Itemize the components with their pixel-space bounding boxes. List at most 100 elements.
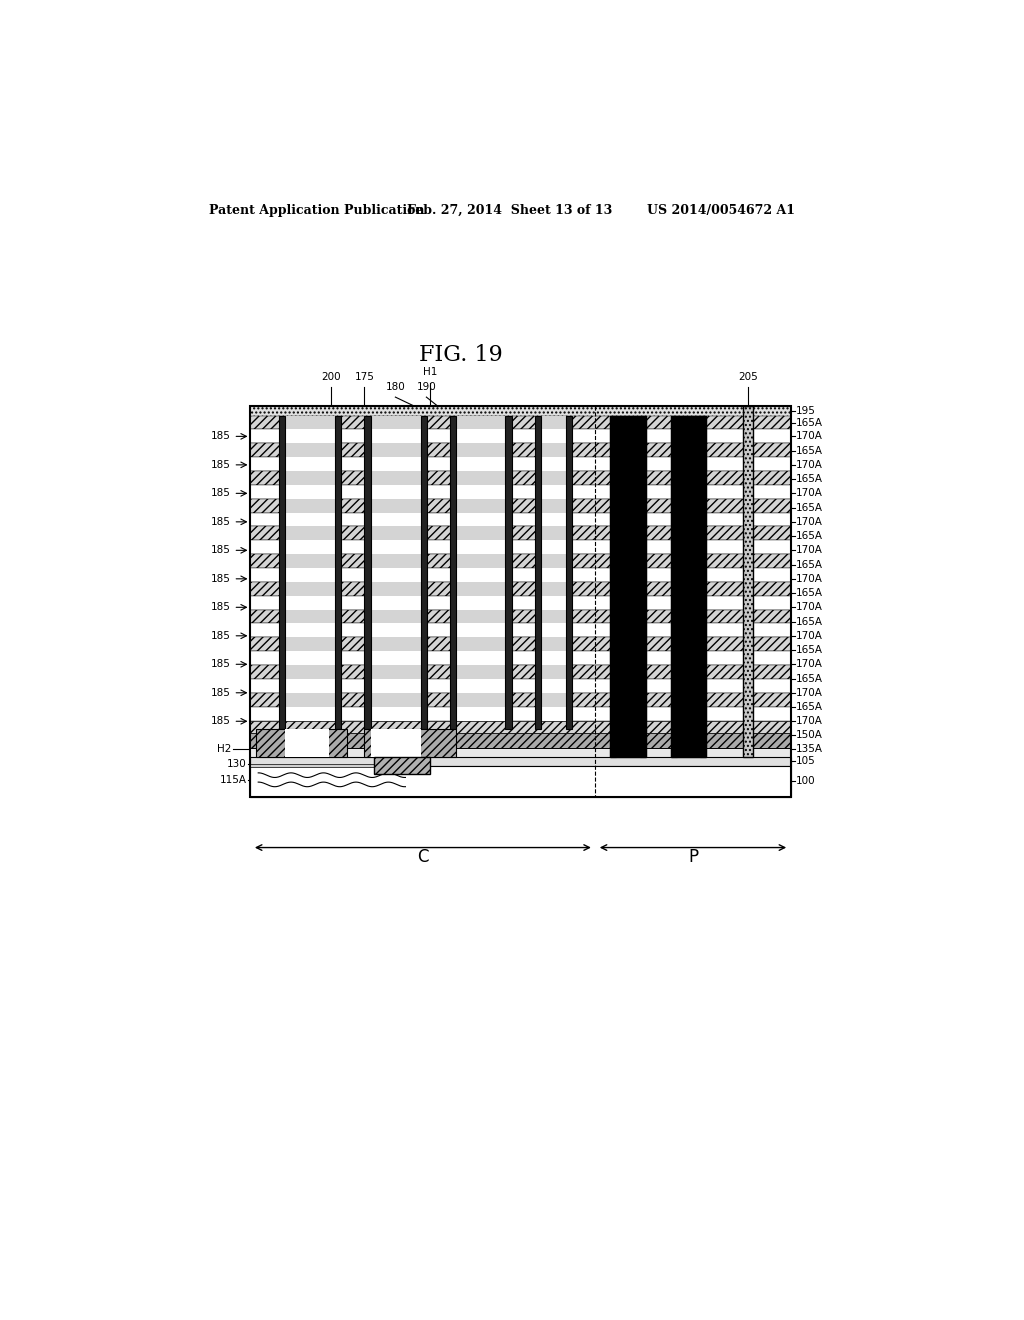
Text: 170A: 170A	[796, 717, 823, 726]
Bar	[456, 484, 506, 499]
Bar	[371, 416, 421, 429]
Bar	[610, 416, 646, 756]
Bar	[371, 568, 421, 582]
Bar	[251, 756, 791, 766]
Bar	[450, 416, 456, 729]
Bar	[456, 638, 506, 651]
Text: 165A: 165A	[796, 589, 823, 598]
Bar	[371, 429, 421, 444]
Text: 170A: 170A	[796, 488, 823, 499]
Text: 185: 185	[211, 631, 231, 640]
Bar	[251, 582, 791, 595]
Bar	[280, 416, 286, 729]
Text: 170A: 170A	[796, 574, 823, 583]
Bar	[251, 706, 791, 721]
Bar	[371, 693, 421, 706]
Bar	[541, 471, 566, 484]
Bar	[456, 527, 506, 540]
Bar	[541, 527, 566, 540]
Bar	[335, 416, 341, 729]
Text: 170A: 170A	[796, 602, 823, 612]
Bar	[286, 444, 335, 457]
Bar	[286, 457, 335, 471]
Bar	[286, 416, 335, 429]
Bar	[286, 471, 335, 484]
Bar	[251, 693, 791, 706]
Bar	[541, 484, 566, 499]
Bar	[371, 499, 421, 512]
Bar	[371, 595, 421, 610]
Bar	[251, 554, 791, 568]
Text: 100: 100	[796, 776, 816, 787]
Bar	[286, 706, 335, 721]
Bar	[456, 540, 506, 554]
Text: Patent Application Publication: Patent Application Publication	[209, 205, 425, 218]
Bar	[671, 416, 707, 756]
Text: 165A: 165A	[796, 503, 823, 513]
Text: 185: 185	[211, 459, 231, 470]
Bar	[286, 568, 335, 582]
Bar	[286, 484, 335, 499]
Text: 165A: 165A	[796, 702, 823, 713]
Text: C: C	[417, 847, 429, 866]
Text: 200: 200	[322, 372, 341, 381]
Bar	[700, 416, 707, 756]
Bar	[456, 595, 506, 610]
Bar	[371, 610, 421, 623]
Bar	[371, 638, 421, 651]
Bar	[541, 416, 566, 429]
Text: 165A: 165A	[796, 675, 823, 684]
Bar	[251, 766, 791, 797]
Bar	[251, 540, 791, 554]
Text: P: P	[688, 847, 698, 866]
Text: 165A: 165A	[796, 560, 823, 570]
Text: 160: 160	[599, 780, 618, 791]
Text: 185: 185	[211, 517, 231, 527]
Bar	[251, 484, 791, 499]
Bar	[371, 623, 421, 638]
Bar	[456, 623, 506, 638]
Bar	[286, 540, 335, 554]
Bar	[456, 554, 506, 568]
Bar	[566, 416, 572, 729]
Text: FIG. 19: FIG. 19	[420, 343, 503, 366]
Text: 185: 185	[211, 717, 231, 726]
Bar	[375, 756, 430, 774]
Bar	[371, 471, 421, 484]
Bar	[251, 407, 791, 797]
Bar	[616, 416, 640, 756]
Bar	[541, 512, 566, 527]
Bar	[286, 610, 335, 623]
Text: 165A: 165A	[796, 446, 823, 455]
Text: 190: 190	[417, 383, 436, 392]
Bar	[251, 638, 791, 651]
Text: 185: 185	[211, 659, 231, 669]
Bar	[286, 595, 335, 610]
Bar	[677, 416, 700, 756]
Bar	[371, 651, 421, 665]
Bar	[541, 540, 566, 554]
Bar	[371, 554, 421, 568]
Bar	[286, 693, 335, 706]
Text: 170A: 170A	[796, 517, 823, 527]
Bar	[251, 748, 791, 758]
Text: 170A: 170A	[796, 545, 823, 556]
Text: 165A: 165A	[796, 645, 823, 656]
Text: 165A: 165A	[796, 417, 823, 428]
Bar	[251, 623, 791, 638]
Bar	[365, 416, 371, 729]
Text: 180: 180	[385, 383, 406, 392]
Text: 205: 205	[738, 372, 758, 381]
Bar	[541, 693, 566, 706]
Text: 185: 185	[211, 574, 231, 583]
Bar	[456, 651, 506, 665]
Bar	[742, 407, 754, 756]
Bar	[541, 499, 566, 512]
Bar	[256, 729, 347, 756]
Bar	[541, 678, 566, 693]
Bar	[251, 678, 791, 693]
Bar	[541, 444, 566, 457]
Text: 185: 185	[211, 545, 231, 556]
Text: H2: H2	[217, 744, 231, 754]
Bar	[541, 429, 566, 444]
